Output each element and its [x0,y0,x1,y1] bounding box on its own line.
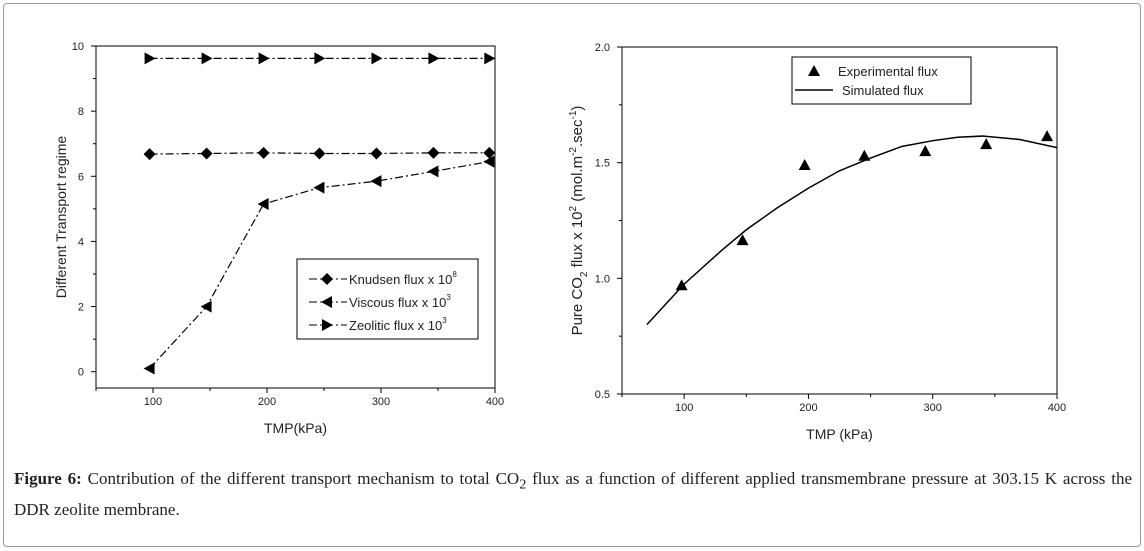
x-tick-label: 300 [924,402,942,414]
data-point [675,279,688,291]
data-point [143,362,155,375]
data-point [200,300,212,313]
data-point [313,181,325,194]
y-tick-label: 1.5 [595,158,610,170]
x-tick-label: 200 [799,402,817,414]
data-point [484,52,496,65]
legend-marker [808,65,820,76]
legend-marker [321,296,332,308]
legend-label: Knudsen flux x 108 [349,270,457,287]
data-point [1041,130,1054,142]
series-line [646,135,1058,326]
caption-text-b: flux as a function of different applied … [14,469,1132,520]
y-tick-label: 2 [78,302,84,314]
x-tick-label: 100 [675,402,693,414]
y-axis-label: Different Transport regime [53,136,69,299]
data-point [143,148,156,161]
legend-sup: 3 [446,293,451,302]
legend-sup: 3 [442,316,447,325]
caption-label: Figure 6: [14,469,82,488]
x-tick-label: 300 [372,396,390,408]
y-tick-label: 1.0 [595,273,610,285]
y-tick-label: 4 [78,236,84,248]
y-tick-label: 6 [78,171,84,183]
y-label-part: 2 [568,205,579,211]
x-tick-label: 200 [258,396,276,408]
caption-text-a: Contribution of the different transport … [81,469,520,488]
x-tick-label: 100 [144,396,162,408]
y-tick-label: 0.5 [595,389,610,401]
data-point [858,149,871,161]
data-point [919,145,932,157]
y-label-part: ) [569,106,586,111]
data-point [483,146,496,159]
data-point [427,165,439,178]
y-tick-label: 10 [72,41,84,53]
y-tick-label: 2.0 [595,42,610,54]
data-point [313,147,326,160]
data-point [257,146,270,159]
chart-1: 100 200 300 400 0 2 4 6 8 10 TMP(kPa) Different Tra… [53,41,504,436]
y-label-part: Pure CO [569,277,586,335]
data-point [258,52,270,65]
legend-label: Zeolitic flux x 103 [349,316,447,333]
data-point [370,175,382,188]
x-tick-label: 400 [486,396,504,408]
y-label-part: flux x 10 [569,211,586,271]
plot-area [95,45,496,389]
x-tick-label: 400 [1048,402,1066,414]
data-point [371,52,383,65]
y-label-part: .sec [569,119,586,147]
legend-label: Viscous flux x 103 [349,293,451,310]
legend-label: Experimental flux [838,64,938,79]
data-point [257,197,269,210]
y-label-part: 2 [579,271,590,277]
figure-frame [3,3,1141,547]
x-axis-label: TMP (kPa) [806,426,873,442]
legend-label: Simulated flux [842,83,924,98]
legend [791,56,972,105]
data-point [798,158,811,170]
data-point [428,52,440,65]
data-point [736,234,749,246]
y-label-part: (mol.m [569,156,586,206]
y-tick-label: 8 [78,106,84,118]
y-label-part: -1 [568,110,579,119]
chart-2: 100 200 300 400 0.5 1.0 1.5 2.0 TMP (kPa) Pure CO… [568,42,1066,442]
legend-marker [322,319,333,331]
legend-marker [321,273,333,285]
y-label-part: -2 [568,147,579,156]
data-point [370,147,383,160]
data-point [427,146,440,159]
caption-sub: 2 [519,476,527,493]
y-tick-label: 0 [78,367,84,379]
data-point [483,155,495,168]
y-axis-label: Pure CO2 flux x 102 (mol.m-2.sec-1) [568,106,590,336]
data-point [314,52,326,65]
data-point [144,52,156,65]
legend-sup: 8 [452,270,457,279]
x-axis-label: TMP(kPa) [264,420,327,436]
data-point [200,147,213,160]
data-point [201,52,213,65]
data-point [980,138,993,150]
figure-caption: Figure 6: Contribution of the different … [14,466,1132,522]
